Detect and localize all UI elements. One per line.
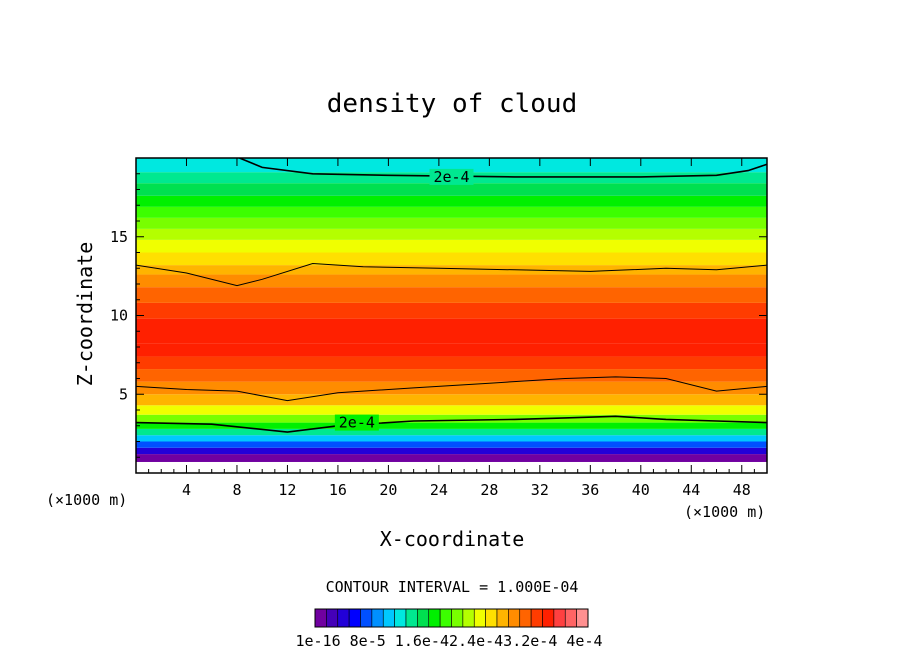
colorbar-swatch (428, 608, 441, 628)
x-tick-label: 4 (182, 481, 191, 499)
heatmap-band (136, 441, 767, 448)
heatmap-band (136, 461, 767, 473)
heatmap-band (136, 195, 767, 207)
x-tick-label: 16 (329, 481, 347, 499)
heatmap-band (136, 183, 767, 196)
y-tick-label: 15 (110, 228, 128, 246)
heatmap-band (136, 447, 767, 455)
contour-label-lower-bg (334, 414, 379, 431)
heatmap-band (136, 381, 767, 395)
heatmap-field: 2e-4 2e-4 (136, 158, 767, 473)
x-tick-label: 48 (733, 481, 751, 499)
contour-line-lower (136, 415, 767, 433)
colorbar-swatch (542, 608, 555, 628)
colorbar-frame (314, 608, 589, 628)
heatmap-band (136, 252, 767, 266)
heatmap-band (136, 428, 767, 436)
colorbar-swatch (451, 608, 464, 628)
contour-label-lower: 2e-4 (339, 414, 375, 432)
y-tick-label: 10 (110, 307, 128, 325)
colorbar-swatch (508, 608, 521, 628)
heatmap-band (136, 422, 767, 429)
colorbar-swatch (405, 608, 418, 628)
x-tick-label: 12 (278, 481, 296, 499)
colorbar-swatch (530, 608, 543, 628)
colorbar-swatch (462, 608, 475, 628)
x-tick-label: 40 (632, 481, 650, 499)
colorbar-swatch (314, 608, 327, 628)
colorbar-swatch (326, 608, 339, 628)
contour-label-top-bg (429, 168, 474, 185)
chart-title: density of cloud (327, 89, 577, 119)
heatmap-band (136, 435, 767, 442)
x-tick-label: 8 (232, 481, 241, 499)
x-axis-label: X-coordinate (380, 527, 525, 551)
heatmap-band (136, 414, 767, 423)
colorbar-swatch (394, 608, 407, 628)
colorbar-tick-labels: 1e-16 8e-5 1.6e-42.4e-43.2e-4 4e-4 (295, 632, 602, 650)
x-tick-label: 20 (379, 481, 397, 499)
heatmap-band (136, 287, 767, 303)
colorbar-swatch (382, 608, 395, 628)
colorbar-swatch (360, 608, 373, 628)
x-tick-label: 36 (581, 481, 599, 499)
heatmap-band (136, 394, 767, 406)
x-unit-left-label: (×1000 m) (46, 491, 127, 509)
contour-line-mid (136, 376, 767, 402)
colorbar-swatch (496, 608, 509, 628)
colorbar-swatch (553, 608, 566, 628)
y-tick-label: 5 (119, 385, 128, 403)
x-tick-label: 32 (531, 481, 549, 499)
colorbar-swatch (576, 608, 589, 628)
colorbar-swatch (439, 608, 452, 628)
colorbar-swatch (564, 608, 577, 628)
heatmap-band (136, 343, 767, 357)
x-tick-label: 44 (682, 481, 700, 499)
colorbar (314, 608, 589, 628)
x-tick-label: 28 (480, 481, 498, 499)
y-axis-label: Z-coordinate (73, 242, 97, 387)
x-tick-label: 24 (430, 481, 448, 499)
heatmap-band (136, 206, 767, 218)
colorbar-swatch (417, 608, 430, 628)
contour-line-top (239, 158, 767, 178)
colorbar-swatch (519, 608, 532, 628)
heatmap-band (136, 405, 767, 415)
heatmap-band (136, 274, 767, 288)
contour-interval-label: CONTOUR INTERVAL = 1.000E-04 (326, 578, 579, 596)
contour-line-upper (136, 262, 767, 287)
colorbar-swatch (348, 608, 361, 628)
heatmap-band (136, 369, 767, 382)
heatmap-band (136, 454, 767, 462)
heatmap-band (136, 158, 767, 173)
colorbar-swatch (473, 608, 486, 628)
colorbar-swatch (485, 608, 498, 628)
heatmap-band (136, 239, 767, 253)
x-unit-right-label: (×1000 m) (684, 503, 765, 521)
heatmap-band (136, 228, 767, 240)
contour-label-top: 2e-4 (433, 168, 469, 186)
colorbar-swatch (337, 608, 350, 628)
heatmap-band (136, 302, 767, 319)
heatmap-band (136, 356, 767, 370)
heatmap-band (136, 318, 767, 344)
colorbar-swatch (371, 608, 384, 628)
heatmap-band (136, 265, 767, 275)
heatmap-band (136, 217, 767, 229)
